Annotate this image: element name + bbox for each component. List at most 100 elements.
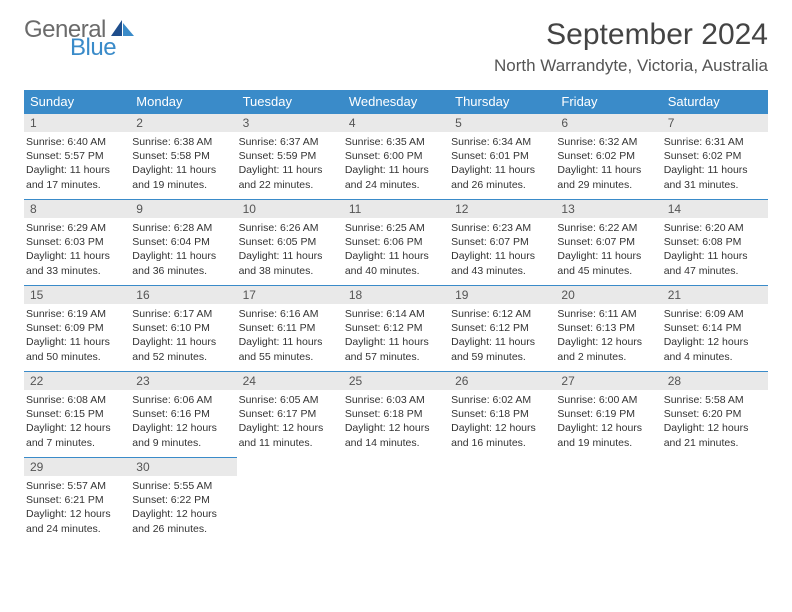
calendar-cell [237, 457, 343, 543]
calendar-cell: 3Sunrise: 6:37 AMSunset: 5:59 PMDaylight… [237, 113, 343, 199]
calendar-cell: 2Sunrise: 6:38 AMSunset: 5:58 PMDaylight… [130, 113, 236, 199]
daylight-text: Daylight: 11 hours and 24 minutes. [345, 163, 447, 191]
logo-text-blue: Blue [70, 36, 136, 60]
daylight-text: Daylight: 11 hours and 45 minutes. [557, 249, 659, 277]
sunrise-text: Sunrise: 6:05 AM [239, 393, 341, 407]
sunrise-text: Sunrise: 6:22 AM [557, 221, 659, 235]
day-details: Sunrise: 5:55 AMSunset: 6:22 PMDaylight:… [130, 476, 236, 536]
sunrise-text: Sunrise: 6:31 AM [664, 135, 766, 149]
day-number: 4 [343, 113, 449, 132]
daylight-text: Daylight: 11 hours and 17 minutes. [26, 163, 128, 191]
day-details: Sunrise: 6:23 AMSunset: 6:07 PMDaylight:… [449, 218, 555, 278]
day-details: Sunrise: 5:57 AMSunset: 6:21 PMDaylight:… [24, 476, 130, 536]
sunrise-text: Sunrise: 6:32 AM [557, 135, 659, 149]
daylight-text: Daylight: 12 hours and 16 minutes. [451, 421, 553, 449]
day-details: Sunrise: 6:08 AMSunset: 6:15 PMDaylight:… [24, 390, 130, 450]
day-details: Sunrise: 6:28 AMSunset: 6:04 PMDaylight:… [130, 218, 236, 278]
day-number: 1 [24, 113, 130, 132]
daylight-text: Daylight: 11 hours and 29 minutes. [557, 163, 659, 191]
daylight-text: Daylight: 12 hours and 21 minutes. [664, 421, 766, 449]
sunset-text: Sunset: 5:58 PM [132, 149, 234, 163]
day-details: Sunrise: 6:26 AMSunset: 6:05 PMDaylight:… [237, 218, 343, 278]
sunrise-text: Sunrise: 5:55 AM [132, 479, 234, 493]
sunrise-text: Sunrise: 5:58 AM [664, 393, 766, 407]
daylight-text: Daylight: 11 hours and 40 minutes. [345, 249, 447, 277]
calendar-body: 1Sunrise: 6:40 AMSunset: 5:57 PMDaylight… [24, 113, 768, 543]
daylight-text: Daylight: 11 hours and 43 minutes. [451, 249, 553, 277]
sunset-text: Sunset: 6:07 PM [451, 235, 553, 249]
calendar-row: 22Sunrise: 6:08 AMSunset: 6:15 PMDayligh… [24, 371, 768, 457]
sunset-text: Sunset: 6:21 PM [26, 493, 128, 507]
daylight-text: Daylight: 11 hours and 55 minutes. [239, 335, 341, 363]
calendar-cell: 6 Sunrise: 6:32 AMSunset: 6:02 PMDaylight… [555, 113, 661, 199]
calendar-cell: 15Sunrise: 6:19 AMSunset: 6:09 PMDayligh… [24, 285, 130, 371]
sunrise-text: Sunrise: 6:11 AM [557, 307, 659, 321]
daylight-text: Daylight: 12 hours and 11 minutes. [239, 421, 341, 449]
day-number: 13 [555, 199, 661, 218]
day-number: 14 [662, 199, 768, 218]
sunset-text: Sunset: 5:59 PM [239, 149, 341, 163]
calendar-cell: 12Sunrise: 6:23 AMSunset: 6:07 PMDayligh… [449, 199, 555, 285]
sunset-text: Sunset: 6:05 PM [239, 235, 341, 249]
day-number: 7 [662, 113, 768, 132]
day-details: Sunrise: 6:17 AMSunset: 6:10 PMDaylight:… [130, 304, 236, 364]
day-details: Sunrise: 6:22 AMSunset: 6:07 PMDaylight:… [555, 218, 661, 278]
sunrise-text: Sunrise: 6:02 AM [451, 393, 553, 407]
calendar-cell: 29Sunrise: 5:57 AMSunset: 6:21 PMDayligh… [24, 457, 130, 543]
calendar-cell: 17Sunrise: 6:16 AMSunset: 6:11 PMDayligh… [237, 285, 343, 371]
sunrise-text: Sunrise: 6:38 AM [132, 135, 234, 149]
weekday-header: Thursday [449, 90, 555, 113]
calendar-cell: 27Sunrise: 6:00 AMSunset: 6:19 PMDayligh… [555, 371, 661, 457]
sunrise-text: Sunrise: 6:23 AM [451, 221, 553, 235]
sunrise-text: Sunrise: 6:17 AM [132, 307, 234, 321]
sunset-text: Sunset: 6:11 PM [239, 321, 341, 335]
day-number: 6 [555, 113, 661, 132]
sunrise-text: Sunrise: 6:14 AM [345, 307, 447, 321]
day-details: Sunrise: 6:34 AMSunset: 6:01 PMDaylight:… [449, 132, 555, 192]
day-number: 30 [130, 457, 236, 476]
daylight-text: Daylight: 11 hours and 57 minutes. [345, 335, 447, 363]
sunset-text: Sunset: 5:57 PM [26, 149, 128, 163]
calendar-cell: 23Sunrise: 6:06 AMSunset: 6:16 PMDayligh… [130, 371, 236, 457]
day-number: 12 [449, 199, 555, 218]
sunset-text: Sunset: 6:22 PM [132, 493, 234, 507]
calendar-cell: 24Sunrise: 6:05 AMSunset: 6:17 PMDayligh… [237, 371, 343, 457]
day-number: 29 [24, 457, 130, 476]
day-number: 3 [237, 113, 343, 132]
day-details: Sunrise: 6:12 AMSunset: 6:12 PMDaylight:… [449, 304, 555, 364]
sunrise-text: Sunrise: 6:12 AM [451, 307, 553, 321]
calendar-cell: 20Sunrise: 6:11 AMSunset: 6:13 PMDayligh… [555, 285, 661, 371]
day-details: Sunrise: 6:06 AMSunset: 6:16 PMDaylight:… [130, 390, 236, 450]
calendar-cell: 21Sunrise: 6:09 AMSunset: 6:14 PMDayligh… [662, 285, 768, 371]
day-details: Sunrise: 6:03 AMSunset: 6:18 PMDaylight:… [343, 390, 449, 450]
sunset-text: Sunset: 6:18 PM [345, 407, 447, 421]
day-details: Sunrise: 5:58 AMSunset: 6:20 PMDaylight:… [662, 390, 768, 450]
daylight-text: Daylight: 12 hours and 14 minutes. [345, 421, 447, 449]
day-details: Sunrise: 6:16 AMSunset: 6:11 PMDaylight:… [237, 304, 343, 364]
sunset-text: Sunset: 6:02 PM [557, 149, 659, 163]
day-details: Sunrise: 6:11 AMSunset: 6:13 PMDaylight:… [555, 304, 661, 364]
day-details: Sunrise: 6:00 AMSunset: 6:19 PMDaylight:… [555, 390, 661, 450]
day-number: 2 [130, 113, 236, 132]
sunset-text: Sunset: 6:20 PM [664, 407, 766, 421]
sunset-text: Sunset: 6:00 PM [345, 149, 447, 163]
day-details: Sunrise: 6:35 AMSunset: 6:00 PMDaylight:… [343, 132, 449, 192]
weekday-header: Sunday [24, 90, 130, 113]
sunrise-text: Sunrise: 6:34 AM [451, 135, 553, 149]
sunrise-text: Sunrise: 6:25 AM [345, 221, 447, 235]
weekday-header: Tuesday [237, 90, 343, 113]
sunset-text: Sunset: 6:12 PM [451, 321, 553, 335]
month-title: September 2024 [494, 18, 768, 52]
daylight-text: Daylight: 11 hours and 36 minutes. [132, 249, 234, 277]
sunset-text: Sunset: 6:10 PM [132, 321, 234, 335]
day-details: Sunrise: 6:29 AMSunset: 6:03 PMDaylight:… [24, 218, 130, 278]
weekday-header: Saturday [662, 90, 768, 113]
weekday-header: Friday [555, 90, 661, 113]
daylight-text: Daylight: 12 hours and 7 minutes. [26, 421, 128, 449]
day-number: 25 [343, 371, 449, 390]
day-number: 19 [449, 285, 555, 304]
calendar-cell: 18Sunrise: 6:14 AMSunset: 6:12 PMDayligh… [343, 285, 449, 371]
sunrise-text: Sunrise: 6:37 AM [239, 135, 341, 149]
calendar-cell: 7Sunrise: 6:31 AMSunset: 6:02 PMDaylight… [662, 113, 768, 199]
sunset-text: Sunset: 6:13 PM [557, 321, 659, 335]
